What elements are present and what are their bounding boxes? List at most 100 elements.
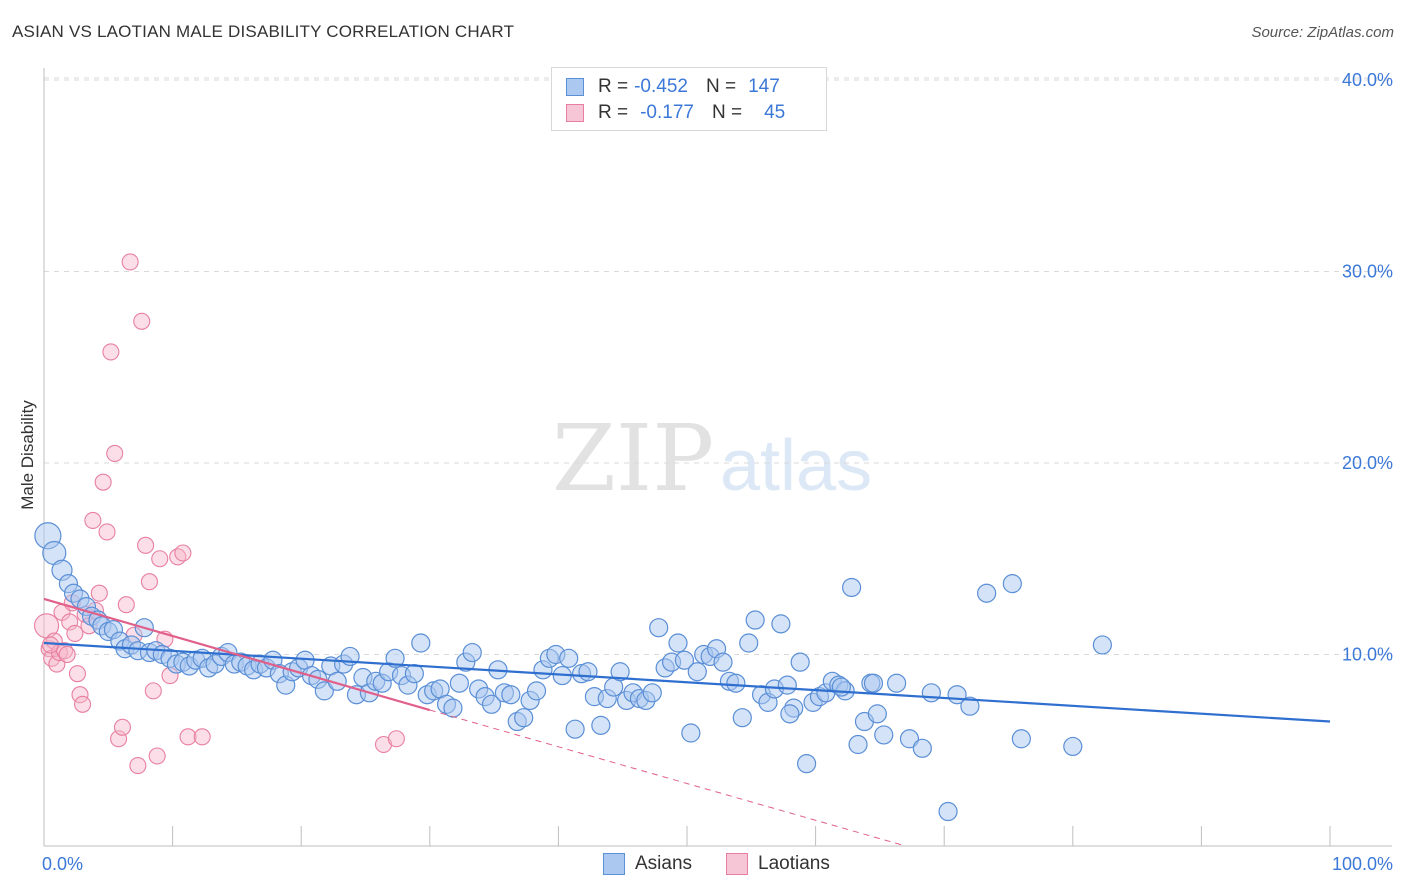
laotian-point (151, 550, 169, 568)
laotian-point (137, 536, 155, 554)
laotian-point (113, 718, 131, 736)
y-tick-label: 20.0% (1342, 453, 1393, 473)
grid-lines (44, 77, 1392, 655)
asian-point (565, 719, 585, 739)
asian-point (790, 652, 810, 672)
asian-point (867, 704, 887, 724)
asian-point (780, 704, 800, 724)
asian-point (642, 683, 662, 703)
asian-point (443, 698, 463, 718)
asian-point (848, 734, 868, 755)
watermark-atlas: atlas (720, 426, 872, 506)
asian-point (771, 614, 791, 634)
asian-point (777, 675, 797, 695)
source-label: Source: ZipAtlas.com (1251, 24, 1394, 41)
asian-point (1092, 635, 1112, 655)
asians-legend-swatch (603, 853, 625, 875)
asian-point (681, 723, 701, 743)
laotian-point (144, 682, 162, 700)
asian-point (449, 673, 469, 693)
asian-point (501, 685, 521, 705)
asian-point (887, 673, 907, 693)
series-asians (34, 522, 1112, 822)
asian-point (713, 652, 733, 672)
laotian-point (121, 253, 139, 271)
laotian-point (68, 665, 86, 683)
chart-title: ASIAN VS LAOTIAN MALE DISABILITY CORRELA… (12, 22, 515, 41)
laotian-point (41, 636, 59, 654)
asian-point (1011, 729, 1031, 749)
asian-point (687, 662, 707, 682)
asian-point (732, 708, 752, 728)
laotians-legend-label: Laotians (758, 853, 830, 874)
series-laotians (34, 253, 405, 775)
laotian-point (74, 695, 92, 713)
asian-point (1002, 574, 1022, 594)
asian-point (745, 610, 765, 630)
asian-point (912, 738, 932, 758)
y-tick-label: 40.0% (1342, 70, 1393, 90)
laotian-point (387, 730, 405, 748)
asian-point (739, 633, 759, 653)
laotian-point (148, 747, 166, 765)
asian-point (411, 633, 431, 653)
asians-swatch (566, 78, 584, 96)
asian-point (796, 754, 817, 774)
asian-point (842, 577, 862, 598)
n-label: N = (705, 76, 737, 97)
asian-point (591, 715, 611, 735)
n-value: 45 (764, 102, 786, 123)
laotian-point (58, 645, 76, 664)
laotian-trend-line (43, 597, 431, 712)
n-value: 147 (748, 76, 780, 97)
asian-point (938, 801, 958, 822)
asian-point (977, 583, 997, 603)
x-tick-label-min: 0.0% (42, 854, 83, 874)
axes (43, 68, 1392, 847)
watermark-zip: ZIP (552, 405, 714, 512)
asian-point (874, 725, 894, 745)
y-tick-labels: 10.0% 20.0% 30.0% 40.0% (1342, 70, 1393, 665)
y-tick-label: 30.0% (1342, 262, 1393, 282)
asian-point (559, 648, 579, 668)
r-value: -0.177 (640, 102, 694, 123)
r-label: R = (598, 76, 629, 97)
asian-point (899, 729, 920, 749)
asian-point (462, 642, 482, 663)
legend-row-laotians: R = -0.177 N = 45 (566, 101, 785, 125)
laotian-point (90, 584, 108, 602)
laotian-point (98, 523, 116, 541)
asian-point (863, 673, 884, 693)
laotian-point (84, 511, 102, 530)
x-tick-labels: 0.0% 100.0% (42, 854, 1393, 874)
asian-point (610, 662, 630, 682)
laotian-point (106, 444, 124, 462)
asian-point (481, 694, 502, 714)
asian-point (674, 650, 695, 670)
laotian-point (193, 728, 211, 746)
asian-point (960, 696, 980, 716)
r-value: -0.452 (634, 76, 688, 97)
asian-point (921, 683, 941, 703)
asians-legend-label: Asians (635, 853, 693, 874)
asian-point (578, 662, 598, 682)
laotians-legend-swatch (726, 853, 748, 875)
laotian-trend-extension (429, 709, 906, 847)
laotians-swatch (566, 104, 584, 122)
laotian-point (117, 596, 135, 614)
asian-point (726, 673, 746, 693)
laotian-point (94, 473, 112, 491)
n-label: N = (711, 102, 743, 123)
x-tick-label-max: 100.0% (1332, 854, 1393, 874)
asian-point (1063, 736, 1083, 757)
asian-point (526, 681, 547, 701)
y-axis-label: Male Disability (18, 400, 37, 510)
legend-asians: Asians (603, 851, 692, 877)
laotian-point (179, 728, 197, 746)
asian-point (514, 708, 534, 728)
legend-row-asians: R = -0.452 N = 147 (566, 75, 780, 99)
r-label: R = (598, 102, 629, 123)
laotian-point (140, 573, 159, 591)
asian-point (385, 648, 405, 668)
laotian-point (129, 757, 147, 775)
